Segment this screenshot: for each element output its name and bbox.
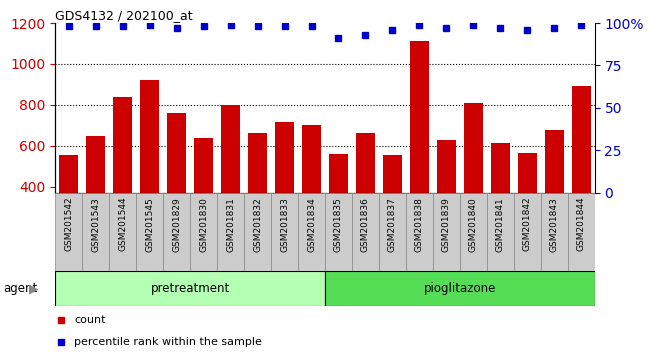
Bar [464,103,483,193]
Text: GSM201835: GSM201835 [334,197,343,252]
Bar [325,193,352,271]
Bar [217,193,244,271]
Bar [55,271,325,306]
Text: GSM201832: GSM201832 [253,197,262,252]
Bar [410,41,429,193]
Bar [109,193,136,271]
Text: GSM201834: GSM201834 [307,197,316,252]
Bar [325,271,595,306]
Bar [167,113,186,193]
Text: GSM201840: GSM201840 [469,197,478,252]
Bar [433,193,460,271]
Bar [82,193,109,271]
Text: count: count [74,315,106,325]
Text: percentile rank within the sample: percentile rank within the sample [74,337,262,347]
Bar [86,136,105,193]
Bar [572,86,591,193]
Bar [356,132,375,193]
Bar [352,193,379,271]
Text: GSM201544: GSM201544 [118,197,127,251]
Bar [244,193,271,271]
Bar [329,154,348,193]
Bar [460,193,487,271]
Text: GSM201542: GSM201542 [64,197,73,251]
Bar [113,97,132,193]
Bar [136,193,163,271]
Text: GSM201838: GSM201838 [415,197,424,252]
Bar [140,80,159,193]
Bar [55,193,83,271]
Text: GSM201843: GSM201843 [550,197,559,252]
Text: GSM201543: GSM201543 [91,197,100,252]
Text: GSM201829: GSM201829 [172,197,181,252]
Bar [163,193,190,271]
Bar [302,125,321,193]
Bar [190,193,217,271]
Bar [514,193,541,271]
Text: pretreatment: pretreatment [151,282,229,295]
Bar [491,143,510,193]
Bar [541,193,568,271]
Text: ▶: ▶ [29,282,38,295]
Bar [59,155,78,193]
Text: GSM201841: GSM201841 [496,197,505,252]
Text: GSM201837: GSM201837 [388,197,397,252]
Bar [248,132,267,193]
Text: GSM201839: GSM201839 [442,197,451,252]
Bar [298,193,325,271]
Bar [221,105,240,193]
Bar [383,155,402,193]
Text: agent: agent [3,282,38,295]
Bar [568,193,595,271]
Text: GSM201545: GSM201545 [145,197,154,252]
Bar [487,193,514,271]
Text: GSM201833: GSM201833 [280,197,289,252]
Text: GSM201831: GSM201831 [226,197,235,252]
Bar [545,131,564,193]
Text: GSM201836: GSM201836 [361,197,370,252]
Bar [518,153,537,193]
Text: GDS4132 / 202100_at: GDS4132 / 202100_at [55,9,193,22]
Bar [437,140,456,193]
Bar [379,193,406,271]
Text: GSM201830: GSM201830 [199,197,208,252]
Bar [406,193,433,271]
Bar [271,193,298,271]
Bar [194,138,213,193]
Text: GSM201844: GSM201844 [577,197,586,251]
Text: pioglitazone: pioglitazone [424,282,496,295]
Bar [275,122,294,193]
Text: GSM201842: GSM201842 [523,197,532,251]
